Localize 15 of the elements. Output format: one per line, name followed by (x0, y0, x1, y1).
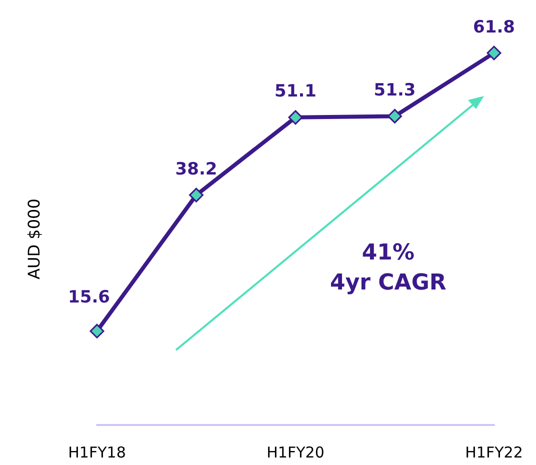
point (486, 46, 502, 60)
point (189, 188, 204, 202)
x-tick-label: H1FY20 (266, 444, 324, 462)
y-axis-title: AUD $000 (24, 198, 44, 280)
data-label: 61.8 (473, 17, 515, 38)
data-label: 38.2 (175, 159, 218, 180)
x-tick-label: H1FY18 (68, 444, 126, 462)
data-label: 15.6 (68, 287, 110, 308)
annotation: 41% 4yr CAGR (330, 240, 446, 296)
data-label: 51.3 (374, 80, 416, 100)
point (288, 110, 303, 125)
point (388, 108, 402, 124)
data-label: 51.1 (274, 82, 316, 102)
x-tick-label: H1FY22 (465, 444, 523, 462)
point (90, 324, 104, 338)
